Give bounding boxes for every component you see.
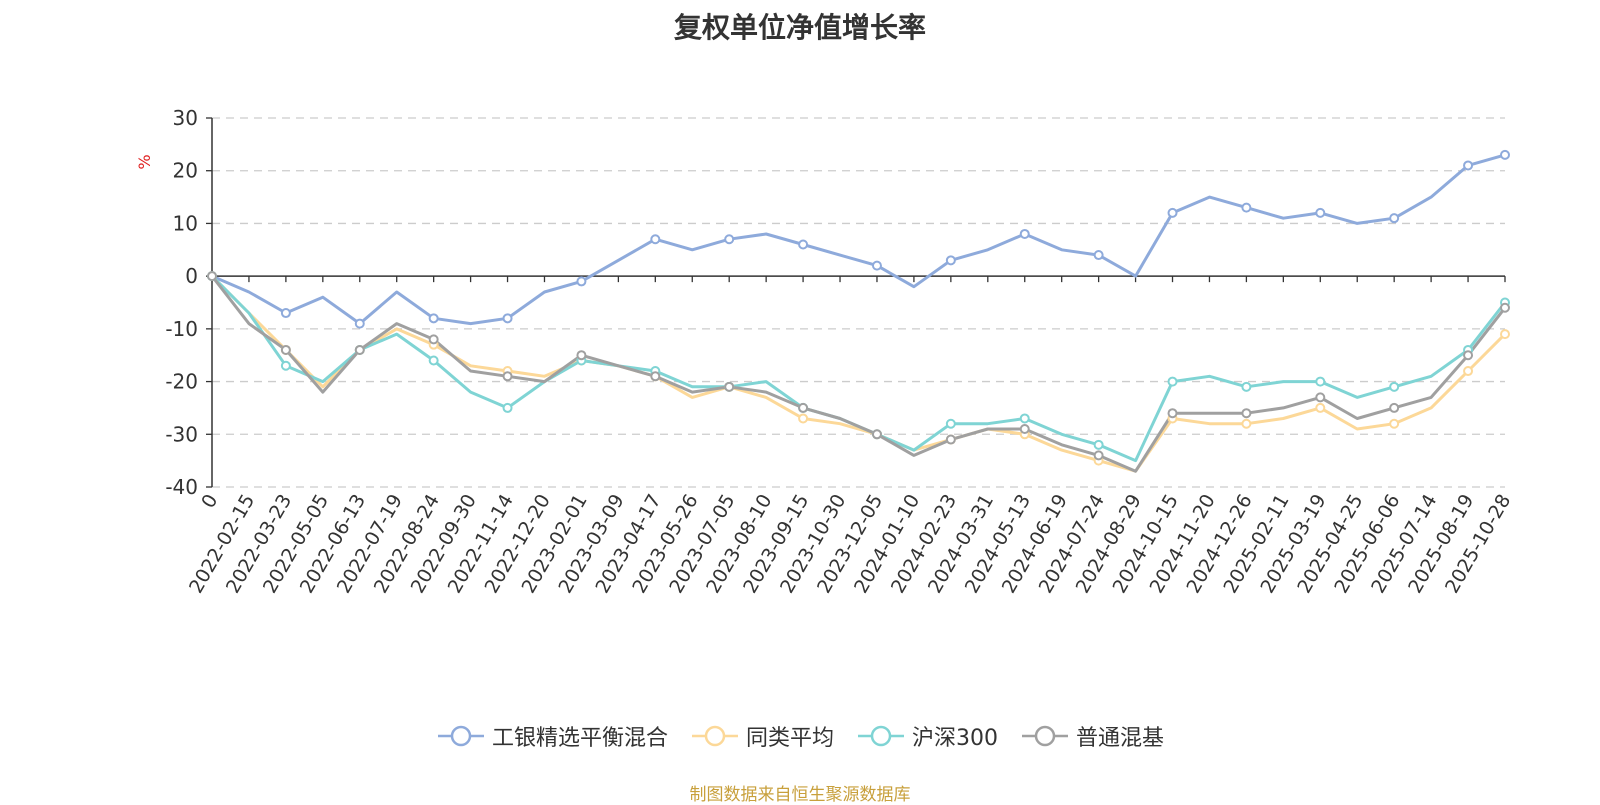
legend-item[interactable]: 工银精选平衡混合 [436, 720, 668, 752]
data-point [1500, 329, 1510, 340]
legend-label: 沪深300 [912, 726, 998, 751]
data-point [1463, 350, 1474, 361]
data-point [871, 260, 882, 271]
legend-swatch-icon [691, 725, 738, 747]
data-point [1463, 366, 1474, 377]
data-point [576, 276, 587, 287]
legend-swatch-icon [1022, 725, 1068, 747]
series-line [210, 275, 1507, 473]
data-point [280, 344, 291, 355]
data-point [798, 402, 809, 413]
series-markers [207, 149, 1510, 466]
data-point [1167, 207, 1178, 218]
data-point [1093, 439, 1104, 450]
data-point [1315, 376, 1326, 387]
x-tick-label: 0 [197, 491, 222, 512]
data-point [502, 402, 513, 413]
data-point [871, 429, 882, 440]
y-axis-unit-label: % [135, 154, 154, 169]
data-point [650, 371, 661, 382]
y-tick-label: -30 [165, 422, 198, 446]
data-point [945, 255, 956, 266]
data-point [1463, 160, 1474, 171]
data-point [1019, 228, 1030, 239]
data-point [1167, 376, 1178, 387]
chart-title: 复权单位净值增长率 [673, 11, 926, 44]
series-line [211, 153, 1506, 326]
axes: 3020100-10-20-30-4002022-02-152022-03-23… [165, 106, 1515, 597]
data-point [1389, 402, 1400, 413]
legend-item[interactable]: 普通混基 [1020, 720, 1164, 752]
data-point [724, 381, 735, 392]
data-point [280, 308, 291, 319]
data-point [945, 418, 956, 429]
legend-label: 同类平均 [745, 726, 834, 751]
legend-item[interactable]: 同类平均 [690, 720, 834, 752]
legend-swatch-marker [870, 725, 892, 747]
y-tick-label: 20 [173, 159, 198, 183]
y-tick-label: 10 [173, 211, 198, 235]
data-point [207, 271, 217, 282]
data-point [1093, 450, 1104, 461]
y-tick-label: 0 [185, 264, 198, 288]
legend-label: 普通混基 [1076, 726, 1165, 751]
data-point [1315, 402, 1326, 413]
data-point [1389, 418, 1400, 429]
legend-swatch-marker [450, 725, 472, 747]
data-point [650, 234, 661, 245]
data-point [1500, 149, 1510, 160]
legend-swatch-marker [1034, 725, 1056, 747]
data-point [1019, 424, 1030, 435]
data-point [1389, 381, 1400, 392]
data-point [798, 239, 809, 250]
legend-swatch-marker [704, 725, 726, 747]
legend-item[interactable]: 沪深300 [856, 720, 998, 752]
y-tick-label: -20 [165, 370, 198, 394]
series-line [210, 275, 1507, 473]
data-point [576, 350, 587, 361]
y-tick-label: 30 [173, 106, 198, 130]
data-point [1241, 381, 1252, 392]
y-tick-label: -40 [165, 475, 198, 499]
legend-swatch-icon [437, 725, 484, 747]
data-point [1019, 413, 1030, 424]
y-tick-label: -10 [165, 317, 198, 341]
legend: 工银精选平衡混合 同类平均 沪深300 普通混基 [0, 720, 1600, 752]
data-point [1241, 202, 1252, 213]
data-point [1167, 408, 1178, 419]
data-point [354, 318, 365, 329]
legend-swatch-icon [858, 725, 904, 747]
data-point [1241, 408, 1252, 419]
data-point [502, 371, 513, 382]
data-point [1315, 392, 1326, 403]
series-line [210, 275, 1507, 463]
data-point [798, 413, 809, 424]
source-note: 制图数据来自恒生聚源数据库 [689, 785, 911, 805]
series-lines [210, 153, 1507, 473]
legend-label: 工银精选平衡混合 [491, 726, 668, 751]
data-point [1389, 213, 1400, 224]
grid-lines [212, 117, 1505, 488]
data-point [1093, 250, 1104, 261]
data-point [428, 313, 439, 324]
data-point [724, 234, 735, 245]
data-point [1241, 418, 1252, 429]
data-point [1315, 207, 1326, 218]
data-point [502, 313, 513, 324]
data-point [945, 434, 956, 445]
data-point [428, 355, 439, 366]
data-point [280, 360, 291, 371]
data-point [428, 334, 439, 345]
data-point [354, 344, 365, 355]
data-point [1500, 302, 1510, 313]
